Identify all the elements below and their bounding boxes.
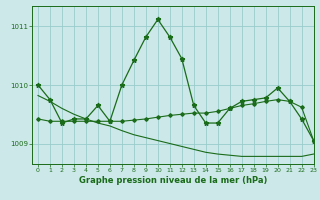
X-axis label: Graphe pression niveau de la mer (hPa): Graphe pression niveau de la mer (hPa) <box>79 176 267 185</box>
